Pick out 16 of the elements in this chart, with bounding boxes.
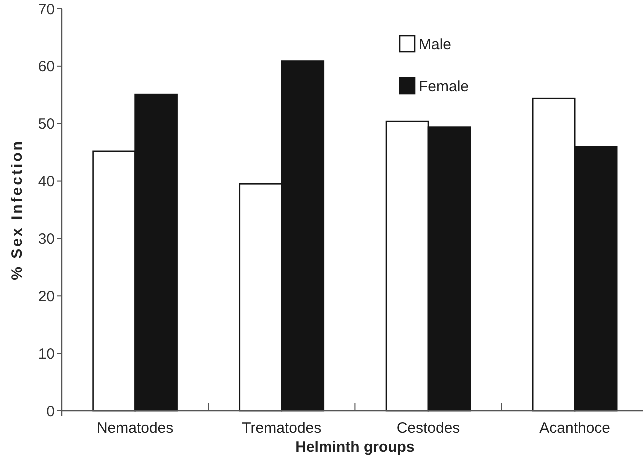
y-tick-label: 20: [38, 288, 55, 306]
y-tick-label: 30: [38, 230, 55, 248]
y-tick-label: 40: [38, 174, 55, 191]
y-tick-label: 50: [38, 116, 55, 134]
legend-label: Female: [419, 78, 470, 96]
y-tick-label: 0: [46, 403, 55, 420]
y-axis-title: % Sex Infection: [9, 140, 26, 280]
x-axis-title: Helminth groups: [296, 439, 415, 456]
legend-label: Male: [419, 36, 452, 54]
y-tick-label: 10: [38, 346, 55, 363]
x-tick-label: Cestodes: [396, 420, 460, 437]
x-tick-label: Trematodes: [242, 420, 322, 437]
y-tick-label: 70: [38, 1, 55, 18]
x-tick-label: Nematodes: [96, 420, 174, 437]
y-tick-label: 60: [38, 58, 55, 76]
x-tick-label: Acanthoce: [540, 420, 611, 437]
